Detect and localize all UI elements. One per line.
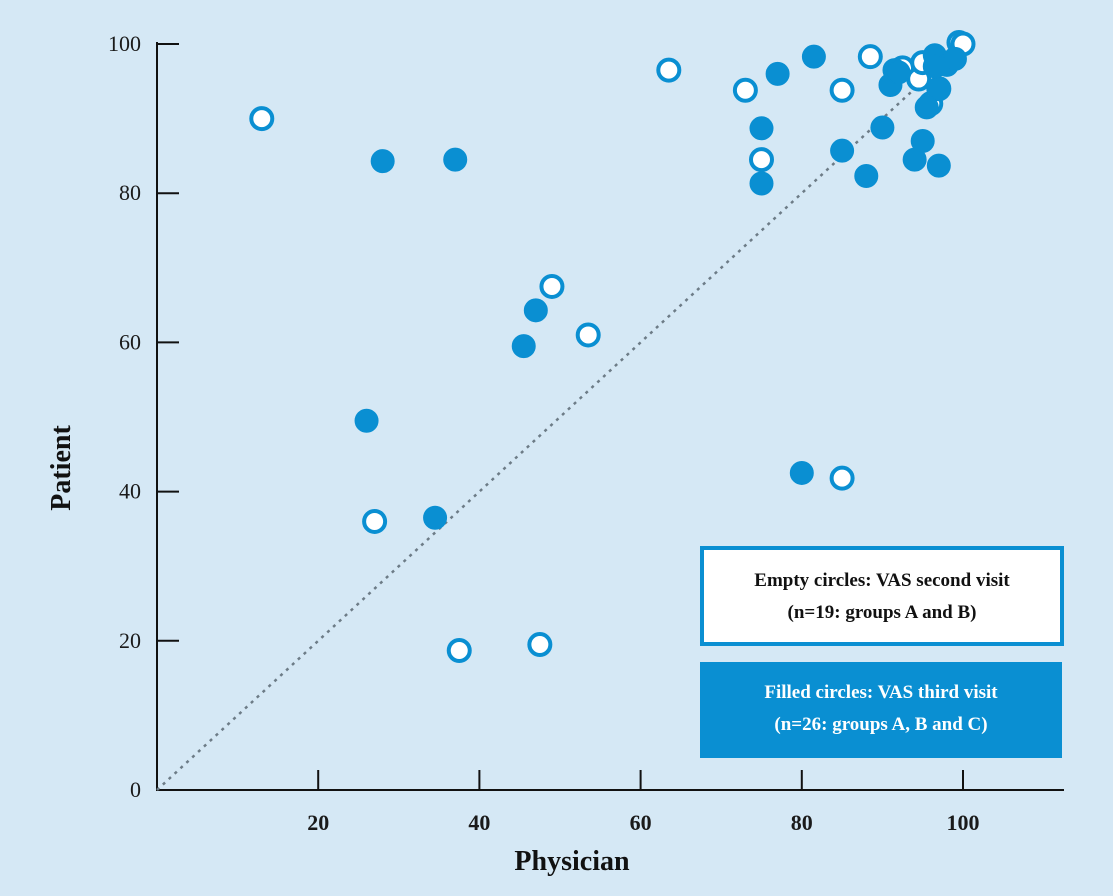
point-filled-circle [922,54,947,79]
point-empty-circle [527,632,553,658]
point-filled-circle [354,408,379,433]
x-axis-title: Physician [514,846,630,877]
point-empty-circle [656,57,682,83]
point-empty-circle [857,44,883,70]
x-tick-label: 100 [947,810,980,835]
point-filled-circle [443,147,468,172]
legend-filled-line2: (n=26: groups A, B and C) [774,714,987,735]
y-tick-label: 20 [119,628,141,653]
point-empty-circle [249,106,275,132]
point-filled-circle [942,46,967,71]
point-filled-circle [854,164,879,189]
point-filled-circle [801,44,826,69]
point-empty-circle [829,77,855,103]
point-filled-circle [749,116,774,141]
legend-filled-box [700,662,1062,758]
point-filled-circle [749,171,774,196]
data-points [249,30,976,663]
y-tick-label: 100 [108,31,141,56]
y-tick-label: 0 [130,777,141,802]
legend-empty-line1: Empty circles: VAS second visit [754,570,1010,591]
point-filled-circle [926,153,951,178]
y-tick-label: 40 [119,479,141,504]
x-tick-label: 80 [791,810,813,835]
point-filled-circle [830,138,855,163]
legend-empty-box [700,546,1064,646]
point-filled-circle [370,149,395,174]
point-filled-circle [765,61,790,86]
point-filled-circle [523,298,548,323]
y-tick-label: 80 [119,180,141,205]
point-filled-circle [914,95,939,120]
x-tick-label: 60 [630,810,652,835]
legend-empty-line2: (n=19: groups A and B) [788,602,977,623]
point-filled-circle [870,115,895,140]
y-tick-label: 60 [119,329,141,354]
point-filled-circle [789,460,814,485]
point-empty-circle [539,273,565,299]
axes: 0 20 40 60 80 100 20 40 60 80 100 [108,31,1064,835]
x-tick-label: 40 [468,810,490,835]
point-empty-circle [446,637,472,663]
point-filled-circle [886,60,911,85]
legend-filled-line1: Filled circles: VAS third visit [764,682,998,703]
point-filled-circle [910,128,935,153]
legend: Empty circles: VAS second visit (n=19: g… [700,546,1064,758]
x-tick-label: 20 [307,810,329,835]
point-empty-circle [362,508,388,534]
point-filled-circle [423,505,448,530]
point-filled-circle [511,334,536,359]
point-empty-circle [829,465,855,491]
point-empty-circle [575,322,601,348]
y-axis-title: Patient [46,425,77,511]
point-empty-circle [749,147,774,173]
point-empty-circle [732,77,758,103]
